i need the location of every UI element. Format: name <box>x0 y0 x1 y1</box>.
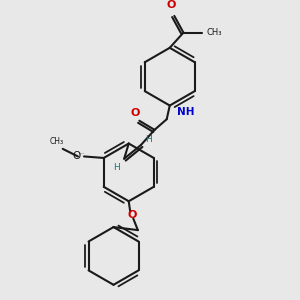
Text: O: O <box>167 0 176 11</box>
Text: CH₃: CH₃ <box>206 28 222 37</box>
Text: O: O <box>130 108 140 118</box>
Text: O: O <box>127 210 136 220</box>
Text: H: H <box>113 163 120 172</box>
Text: H: H <box>146 134 152 143</box>
Text: O: O <box>73 152 81 161</box>
Text: CH₃: CH₃ <box>50 137 64 146</box>
Text: methoxy: methoxy <box>79 153 85 154</box>
Text: NH: NH <box>177 107 195 117</box>
